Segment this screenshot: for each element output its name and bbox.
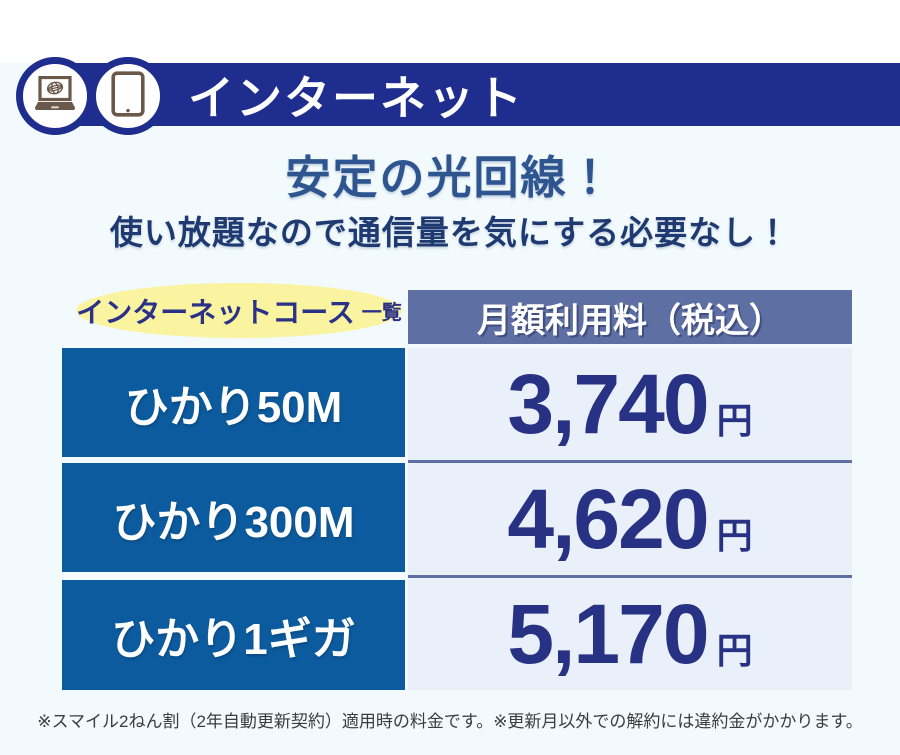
plan-cell-hikari-1giga: ひかり1ギガ [62, 580, 405, 690]
price-value: 4,620 [507, 472, 709, 566]
price-unit-yen: 円 [716, 400, 753, 441]
price-cell-hikari-300m: 4,620 円 [408, 463, 852, 578]
hero-subtitle: 使い放題なので通信量を気にする必要なし！ [109, 214, 791, 251]
price-cell-hikari-50m: 3,740 円 [408, 348, 852, 463]
section-header-bar [48, 63, 900, 126]
tablet-icon-badge [89, 57, 167, 135]
laptop-icon-badge [16, 57, 94, 135]
price-value: 3,740 [507, 357, 709, 451]
price-unit-yen: 円 [716, 515, 753, 556]
price-row: 3,740 円 [507, 362, 752, 446]
course-list-label: インターネットコース [76, 296, 355, 328]
plan-cell-hikari-300m: ひかり300M [62, 463, 405, 572]
course-list-suffix: 一覧 [361, 302, 402, 324]
section-title: インターネット [188, 71, 524, 124]
footnote: ※スマイル2ねん割（2年自動更新契約）適用時の料金です。※更新月以外での解約には… [37, 712, 863, 731]
top-white-band [0, 0, 900, 63]
price-column-header: 月額利用料（税込） [408, 290, 852, 344]
price-row: 4,620 円 [507, 477, 752, 561]
tablet-icon [111, 70, 145, 122]
price-value: 5,170 [507, 587, 709, 681]
price-row: 5,170 円 [507, 592, 752, 676]
price-unit-yen: 円 [716, 630, 753, 671]
price-column: 3,740 円 4,620 円 5,170 円 [408, 348, 852, 690]
course-list-badge: インターネットコース 一覧 [76, 283, 402, 338]
plan-cell-hikari-50m: ひかり50M [62, 348, 405, 457]
laptop-globe-icon [32, 75, 78, 117]
price-cell-hikari-1giga: 5,170 円 [408, 578, 852, 690]
hero-title: 安定の光回線！ [285, 152, 615, 203]
